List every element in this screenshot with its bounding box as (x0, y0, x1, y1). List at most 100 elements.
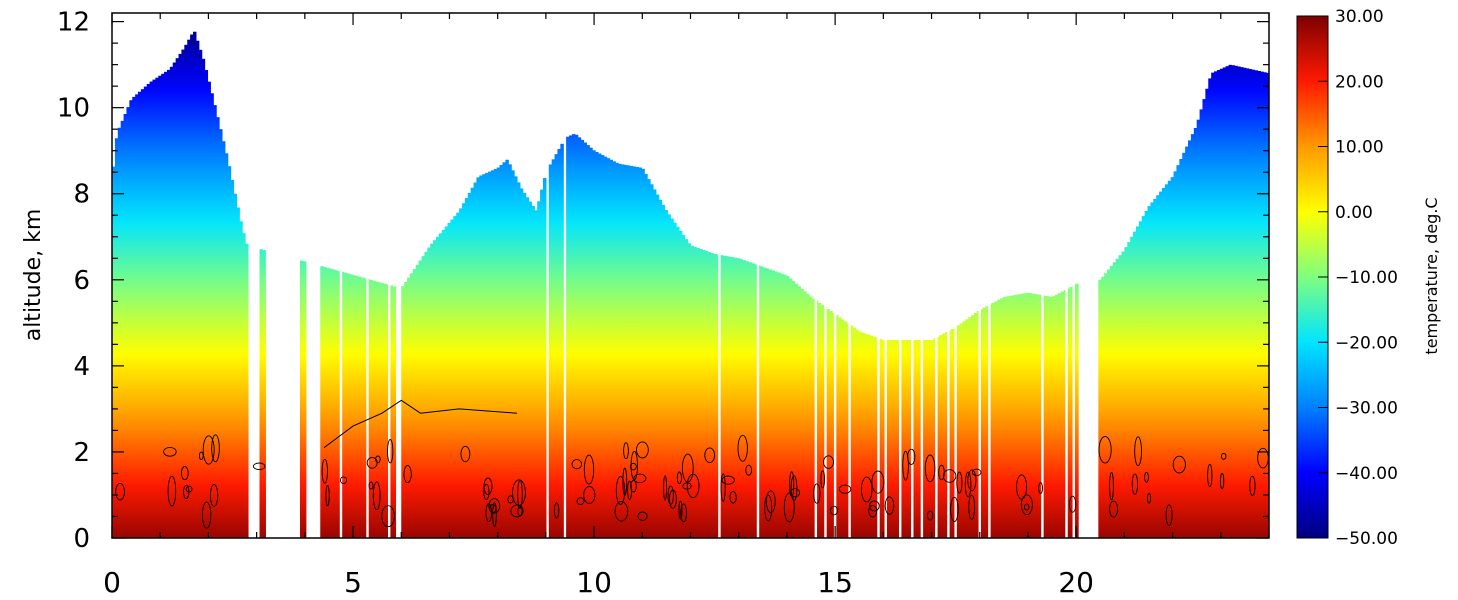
colorbar-tick-label: 0.00 (1335, 203, 1373, 223)
heatmap-column (681, 235, 686, 538)
heatmap-column (522, 193, 527, 538)
contour-loop (745, 464, 753, 476)
heatmap-column (840, 319, 845, 538)
heatmap-column (939, 335, 943, 538)
heatmap-column (1002, 296, 1007, 538)
heatmap-column (187, 39, 191, 538)
heatmap-column (971, 315, 975, 538)
heatmap-column (479, 175, 483, 538)
heatmap-column (595, 152, 599, 538)
heatmap-column (1037, 294, 1042, 538)
heatmap-column (407, 277, 411, 538)
heatmap-column (132, 96, 136, 538)
contour-loop (198, 451, 204, 461)
heatmap-column (739, 259, 744, 538)
contour-loop (1131, 473, 1139, 495)
heatmap-column (676, 226, 680, 538)
heatmap-column (629, 165, 634, 538)
heatmap-column (1014, 294, 1018, 538)
heatmap-column (1196, 119, 1201, 538)
heatmap-column (346, 273, 350, 538)
contour-loop (1144, 471, 1149, 483)
heatmap-column (219, 129, 223, 538)
heatmap-column (340, 271, 344, 538)
contour-loop (576, 497, 585, 505)
data-gap (814, 13, 818, 538)
heatmap-column (323, 267, 327, 538)
heatmap-column (780, 273, 784, 538)
heatmap-column (123, 113, 128, 538)
contour-loop (633, 473, 647, 484)
contour-loop (185, 485, 193, 493)
heatmap-column (707, 252, 712, 538)
heatmap-column (1109, 265, 1114, 538)
heatmap-column (245, 243, 249, 538)
heatmap-column (1130, 236, 1134, 538)
heatmap-column (1098, 279, 1102, 538)
contour-loop (492, 502, 497, 527)
heatmap-column (1251, 69, 1256, 538)
contour-loop (830, 505, 838, 516)
heatmap-column (161, 73, 165, 538)
heatmap-column (381, 283, 385, 538)
heatmap-column (1147, 206, 1151, 538)
heatmap-column (195, 40, 200, 538)
heatmap-column (904, 340, 909, 538)
heatmap-column (519, 188, 524, 538)
heatmap-column (236, 207, 240, 538)
heatmap-column (1153, 198, 1157, 538)
heatmap-column (302, 261, 307, 538)
heatmap-column (1141, 216, 1146, 538)
colorbar-tick-label: 20.00 (1335, 72, 1384, 92)
contour-loop (682, 482, 692, 490)
heatmap-column (609, 159, 613, 538)
contour-loop (1249, 475, 1256, 496)
heatmap-column (392, 286, 397, 538)
heatmap-column (389, 285, 394, 538)
heatmap-column (930, 339, 935, 538)
heatmap-column (1133, 231, 1137, 538)
contour-loop (387, 439, 394, 464)
heatmap-column (652, 189, 657, 538)
contour-loop (460, 445, 471, 463)
heatmap-column (192, 31, 197, 538)
colorbar-tick-label: −10.00 (1335, 268, 1398, 288)
heatmap-column (794, 283, 799, 538)
data-gap (884, 13, 887, 538)
heatmap-column (838, 317, 842, 538)
heatmap-column (927, 340, 932, 538)
contour-loop (571, 459, 583, 470)
heatmap-column (1135, 226, 1140, 538)
heatmap-column (991, 302, 995, 538)
heatmap-column (493, 168, 498, 538)
colorbar-tick-label: −50.00 (1335, 529, 1398, 549)
heatmap-column (1228, 64, 1232, 538)
contour-loop (368, 481, 374, 490)
contour-loop (201, 501, 212, 529)
heatmap-column (485, 172, 489, 538)
heatmap-column (496, 167, 501, 538)
heatmap-column (1000, 298, 1004, 538)
heatmap-column (354, 275, 359, 538)
heatmap-column (1202, 99, 1206, 538)
heatmap-column (120, 120, 125, 538)
heatmap-column (233, 193, 237, 538)
heatmap-column (872, 336, 877, 538)
heatmap-column (508, 164, 512, 538)
contour-loop (629, 462, 637, 471)
heatmap-column (699, 248, 703, 538)
heatmap-column (178, 53, 183, 538)
heatmap-column (597, 153, 602, 538)
heatmap-column (470, 187, 475, 538)
heatmap-column (1170, 177, 1175, 538)
heatmap-column (569, 135, 573, 538)
heatmap-column (221, 141, 226, 538)
heatmap-column (566, 136, 570, 538)
contour-loop (517, 505, 523, 517)
contour-loop (968, 494, 976, 521)
data-gap (920, 13, 924, 538)
heatmap-column (762, 267, 767, 538)
heatmap-column (1127, 241, 1131, 538)
heatmap-column (441, 229, 446, 538)
heatmap-column (514, 176, 518, 538)
